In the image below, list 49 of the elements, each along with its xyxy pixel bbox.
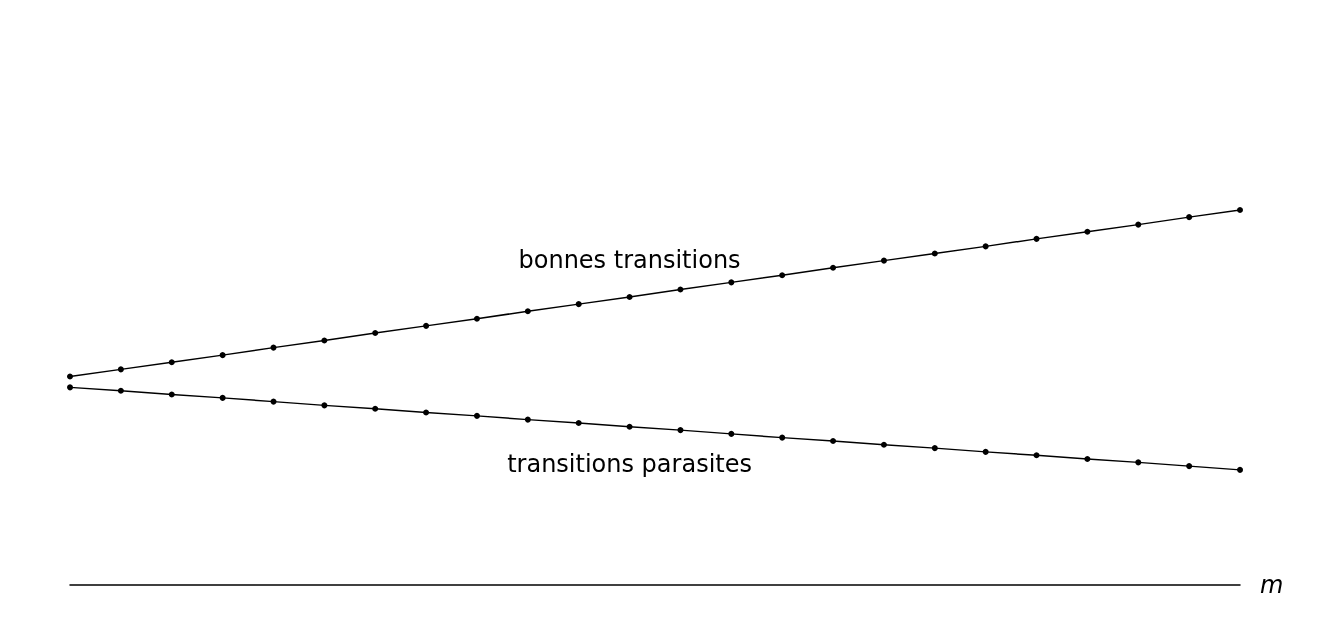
series-label: bonnes transitions [518, 246, 741, 274]
point [830, 438, 837, 444]
point [67, 384, 73, 391]
point [423, 409, 430, 416]
point [372, 330, 379, 336]
point [931, 445, 938, 452]
point [982, 448, 989, 455]
point [473, 412, 480, 419]
point [1084, 228, 1091, 235]
point [880, 441, 887, 448]
series-label: transitions parasites [507, 449, 752, 478]
point [423, 322, 430, 329]
point [1237, 466, 1243, 473]
point [575, 301, 582, 308]
point [830, 264, 837, 271]
point [270, 344, 277, 351]
point [677, 286, 684, 293]
point [779, 272, 786, 279]
point [779, 434, 786, 441]
point [117, 387, 124, 394]
point [1135, 221, 1142, 228]
point [728, 430, 735, 437]
point [524, 308, 531, 315]
point [1135, 459, 1142, 466]
point [1033, 235, 1040, 242]
point [626, 423, 633, 430]
point [321, 402, 328, 409]
point [117, 366, 124, 373]
point [524, 416, 531, 423]
point [626, 294, 633, 300]
point [728, 279, 735, 286]
point [372, 405, 379, 412]
point [1084, 456, 1091, 462]
point [219, 394, 226, 401]
point [1186, 463, 1193, 470]
point [575, 420, 582, 426]
point [270, 398, 277, 405]
point [168, 359, 175, 366]
point [880, 257, 887, 264]
point [1186, 214, 1193, 221]
point [1237, 207, 1243, 213]
x-axis-title: m [1260, 571, 1284, 599]
point [677, 427, 684, 434]
point [931, 250, 938, 257]
point [1033, 452, 1040, 459]
point [473, 315, 480, 322]
point [219, 352, 226, 359]
point [982, 243, 989, 250]
point [67, 373, 73, 380]
